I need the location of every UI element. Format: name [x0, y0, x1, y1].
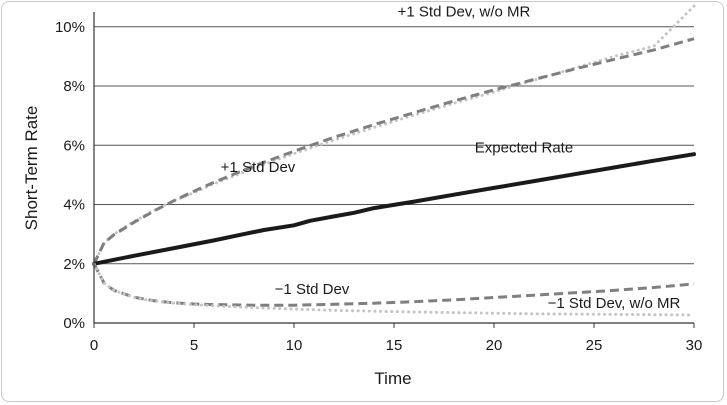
x-tick-labels: 0 5 10 15 20 25 30 [90, 337, 703, 354]
y-tick-label: 8% [63, 78, 85, 95]
series-line-3 [92, 263, 695, 307]
x-tick-label: 25 [586, 337, 603, 354]
annotation-label: Expected Rate [475, 140, 573, 157]
annotations: +1 Std Dev, w/o MR +1 Std Dev Expected Rat… [221, 3, 681, 312]
y-axis-title: Short-Term Rate [22, 106, 41, 231]
grid-lines [94, 26, 694, 265]
series-line-0 [92, 4, 696, 266]
annotation-label: +1 Std Dev [221, 159, 296, 176]
y-tick-label: 2% [63, 256, 85, 273]
series-line-2 [92, 152, 696, 266]
x-axis-title: Time [374, 369, 411, 388]
x-tick-label: 10 [286, 337, 303, 354]
x-tick-label: 0 [90, 337, 98, 354]
x-tick-label: 30 [686, 337, 703, 354]
series-line-1 [92, 37, 695, 265]
annotation-label: +1 Std Dev, w/o MR [398, 3, 531, 20]
x-tick-label: 5 [190, 337, 198, 354]
y-tick-label: 6% [63, 137, 85, 154]
series-lines [92, 4, 696, 317]
series-line-4 [92, 262, 696, 317]
x-tick-label: 20 [486, 337, 503, 354]
annotation-label: −1 Std Dev, w/o MR [548, 295, 681, 312]
annotation-label: −1 Std Dev [275, 281, 350, 298]
axes [93, 12, 695, 328]
y-tick-label: 10% [55, 19, 85, 36]
y-tick-labels: 0% 2% 4% 6% 8% 10% [55, 19, 85, 332]
y-tick-label: 4% [63, 197, 85, 214]
x-tick-label: 15 [386, 337, 403, 354]
y-tick-label: 0% [63, 315, 85, 332]
